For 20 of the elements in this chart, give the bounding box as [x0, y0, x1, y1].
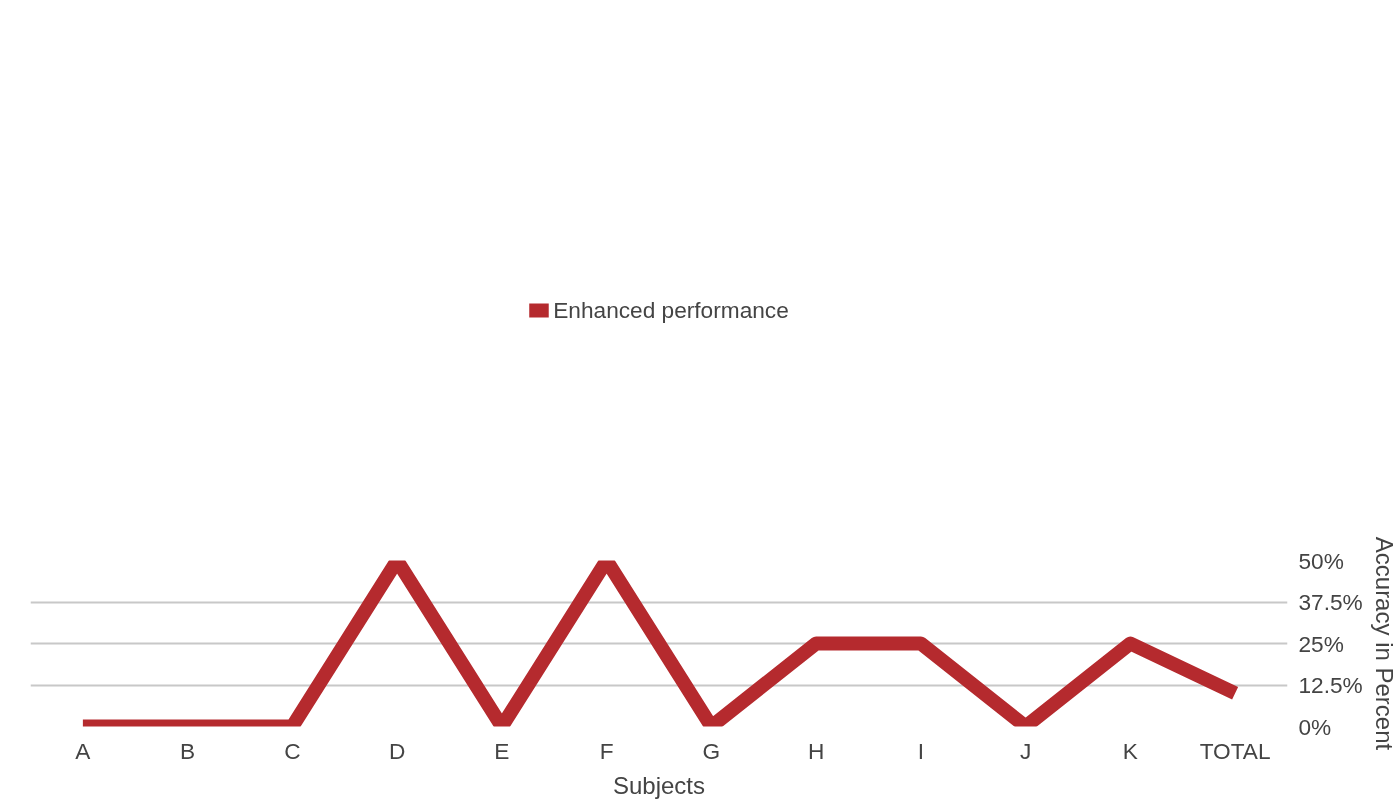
- x-tick-label: J: [1019, 737, 1032, 764]
- x-tick-label: F: [599, 737, 614, 764]
- x-axis-title: Subjects: [612, 771, 706, 799]
- x-tick-label: TOTAL: [1199, 737, 1271, 764]
- legend-label: Enhanced performance: [553, 296, 789, 324]
- y-tick-label: 12.5%: [1298, 672, 1363, 698]
- x-tick-label: A: [75, 737, 92, 764]
- x-tick-label: H: [807, 737, 825, 764]
- x-tick-label: C: [284, 737, 301, 764]
- x-tick-label: I: [917, 737, 925, 764]
- y-axis-title: Accuracy in Percent: [1370, 536, 1398, 751]
- y-tick-label: 0%: [1298, 713, 1332, 740]
- y-tick-label: 25%: [1298, 630, 1344, 657]
- y-tick-label: 50%: [1298, 547, 1344, 574]
- y-tick-label: 37.5%: [1298, 589, 1363, 615]
- x-tick-label: B: [180, 737, 196, 764]
- x-tick-label: K: [1122, 737, 1138, 764]
- x-tick-label: G: [702, 737, 721, 764]
- x-tick-label: E: [494, 737, 510, 764]
- x-tick-label: D: [388, 737, 406, 764]
